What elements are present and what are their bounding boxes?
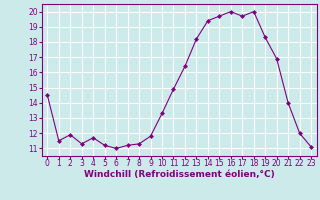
X-axis label: Windchill (Refroidissement éolien,°C): Windchill (Refroidissement éolien,°C) xyxy=(84,170,275,179)
